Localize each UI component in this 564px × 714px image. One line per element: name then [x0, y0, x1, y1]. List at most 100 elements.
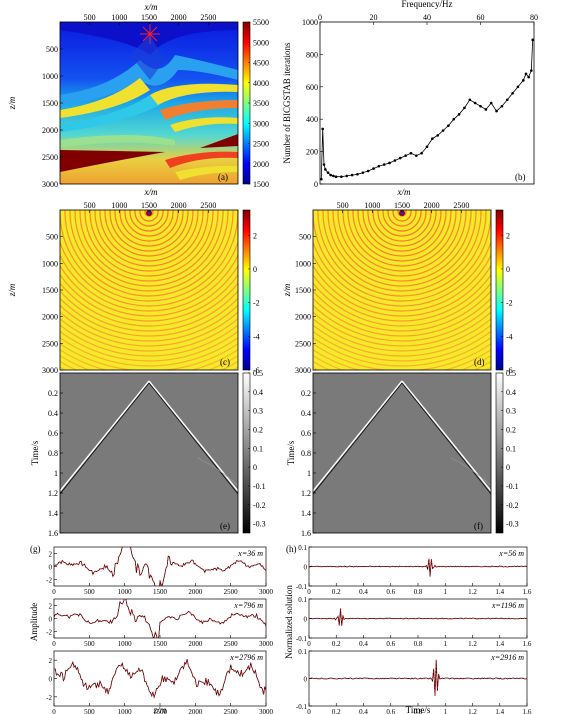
- x-tick-label: 1.4: [495, 588, 504, 596]
- trace-reference: [54, 599, 266, 638]
- panel-label: (a): [218, 172, 228, 182]
- wavefront: [313, 290, 491, 332]
- x-tick-label: 2000: [171, 13, 187, 22]
- wavefront: [139, 210, 159, 222]
- x-tick-label: 0.4: [359, 588, 368, 596]
- data-point: [409, 151, 413, 155]
- colorbar-tick-label: -0.2: [506, 501, 519, 510]
- x-tick-label: 0.8: [414, 708, 423, 714]
- wavefront: [109, 210, 189, 252]
- data-point: [505, 98, 509, 102]
- data-point: [361, 171, 365, 174]
- y-tick-label: 0.1: [298, 648, 307, 656]
- x-tick-label: 2500: [200, 13, 216, 22]
- wavefront: [60, 290, 238, 332]
- y-axis-label: Time/s: [286, 440, 296, 465]
- wavefront: [372, 210, 432, 242]
- wavefront: [342, 210, 462, 272]
- x-tick-label: 0.2: [332, 640, 341, 648]
- y-tick-label: 0.8: [48, 449, 58, 458]
- x-tick-label: 0: [307, 640, 311, 648]
- wavefront: [313, 297, 491, 337]
- y-tick-label: -0.1: [296, 703, 308, 711]
- data-point: [320, 177, 323, 181]
- wavefront: [313, 210, 491, 302]
- wavefront: [60, 297, 238, 337]
- data-point: [511, 91, 514, 95]
- colorbar-tick-label: 3000: [253, 119, 269, 128]
- data-point: [322, 163, 326, 166]
- wavefront: [60, 273, 238, 322]
- wavefront: [60, 304, 238, 342]
- data-point: [366, 169, 370, 173]
- y-tick-label: 0: [49, 564, 53, 572]
- x-tick-label: 2000: [188, 708, 203, 714]
- x-tick-label: 80: [530, 13, 538, 22]
- colorbar-tick-label: 2500: [253, 140, 269, 149]
- colorbar-tick-label: 2000: [253, 160, 269, 169]
- x-tick-label: 1500: [141, 13, 157, 22]
- panel-g: 20-2x=36 m0 500 1000 1500 2000 2500 300020-2x=…: [29, 544, 274, 714]
- wavefront: [60, 330, 238, 362]
- y-tick-label: 500: [46, 233, 58, 242]
- colorbar-tick-label: 0.5: [253, 369, 263, 378]
- panel-e: 0.2 0.4 0.6 0.8 1 1.2 1.4 1.6 0.5 0.4 0.3 0.2 0.1 0 -0…: [30, 369, 266, 538]
- x-tick-label: 20: [370, 13, 378, 22]
- wavefront: [313, 317, 491, 352]
- direct-wave-right: [148, 380, 238, 492]
- direct-wave-right-trough: [148, 382, 238, 495]
- colorbar-tick-label: 4500: [253, 59, 269, 68]
- colorbar-tick-label: 0.3: [506, 407, 516, 416]
- y-tick-label: 0.2: [301, 389, 311, 398]
- y-tick-label: -0.1: [296, 635, 308, 643]
- wavefront: [362, 210, 442, 252]
- colorbar-tick-label: -2: [506, 299, 513, 308]
- colorbar-tick-label: 5500: [253, 18, 269, 27]
- x-tick-label: 3000: [259, 588, 274, 596]
- y-tick-label: 1000: [302, 18, 318, 27]
- colorbar: [242, 209, 251, 371]
- y-tick-label: 0.1: [298, 544, 307, 552]
- x-tick-label: 0: [52, 588, 56, 596]
- trace-label: x=36 m: [237, 549, 263, 558]
- y-tick-label: 2500: [42, 153, 58, 162]
- data-point: [393, 159, 397, 162]
- colorbar-tick-label: -4: [506, 332, 513, 341]
- colorbar-tick-label: 0.2: [253, 425, 263, 434]
- trace-label: x=56 m: [498, 549, 524, 558]
- x-tick-label: 1: [444, 640, 448, 648]
- wavefront: [327, 210, 477, 287]
- x-tick-label: 2500: [200, 201, 216, 210]
- colorbar-tick-label: 0.4: [506, 388, 516, 397]
- wavefront: [313, 304, 491, 342]
- data-point: [489, 101, 493, 105]
- y-tick-label: 500: [299, 233, 311, 242]
- data-point: [388, 161, 391, 165]
- wavefront: [60, 324, 238, 357]
- x-tick-label: 0.2: [332, 708, 341, 714]
- wavefront: [60, 240, 238, 307]
- wavefront: [313, 273, 491, 322]
- y-tick-label: 1: [307, 469, 311, 478]
- data-point: [468, 98, 472, 102]
- wavefront: [60, 311, 238, 347]
- y-tick-label: 1.6: [301, 529, 311, 538]
- colorbar: [495, 372, 504, 534]
- colorbar-tick-label: -6: [506, 366, 513, 375]
- wavefront: [134, 210, 164, 227]
- colorbar-tick-label: 0: [253, 265, 257, 274]
- y-tick-label: 2: [49, 551, 53, 559]
- y-tick-label: 1000: [42, 72, 58, 81]
- panel-label: (e): [220, 521, 230, 531]
- wavefront: [313, 253, 491, 312]
- trace-frame: [308, 650, 528, 707]
- x-tick-label: 0.6: [386, 708, 395, 714]
- data-point: [324, 168, 327, 171]
- trace-frame: [53, 598, 267, 639]
- y-tick-label: 800: [306, 50, 318, 59]
- y-axis-label: Time/s: [30, 440, 40, 465]
- data-point: [463, 106, 466, 110]
- x-tick-label: 1500: [153, 588, 168, 596]
- x-tick-label: 0: [318, 13, 322, 22]
